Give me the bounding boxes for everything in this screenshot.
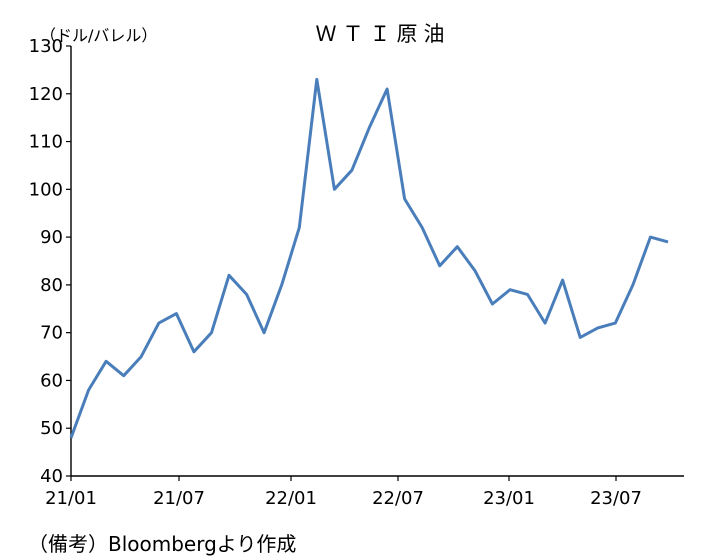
y-tick-label: 90: [40, 227, 63, 248]
y-tick-label: 50: [40, 418, 63, 439]
x-tick-label: 22/07: [372, 488, 424, 509]
source-note: （備考）Bloombergより作成: [28, 532, 297, 556]
x-tick-label: 22/01: [265, 488, 317, 509]
wti-price-line: [69, 77, 669, 439]
y-tick-label: 80: [40, 275, 63, 296]
y-tick-label: 130: [29, 36, 63, 57]
y-tick-label: 60: [40, 370, 63, 391]
x-tick-label: 21/07: [153, 488, 205, 509]
x-tick-label: 23/01: [483, 488, 535, 509]
y-ticks: 40 50 60 70 80 90 100 110 120 130: [29, 36, 71, 487]
y-axis-unit-label: （ドル/バレル）: [40, 26, 158, 45]
x-tick-label: 23/07: [590, 488, 642, 509]
y-tick-label: 70: [40, 323, 63, 344]
x-ticks: 21/01 21/07 22/01 22/07 23/01 23/07: [45, 476, 642, 509]
y-tick-label: 110: [29, 132, 63, 153]
x-tick-label: 21/01: [45, 488, 97, 509]
chart-title: ＷＴＩ原油: [315, 22, 451, 46]
y-tick-label: 40: [40, 466, 63, 487]
y-tick-label: 120: [29, 84, 63, 105]
y-tick-label: 100: [29, 179, 63, 200]
